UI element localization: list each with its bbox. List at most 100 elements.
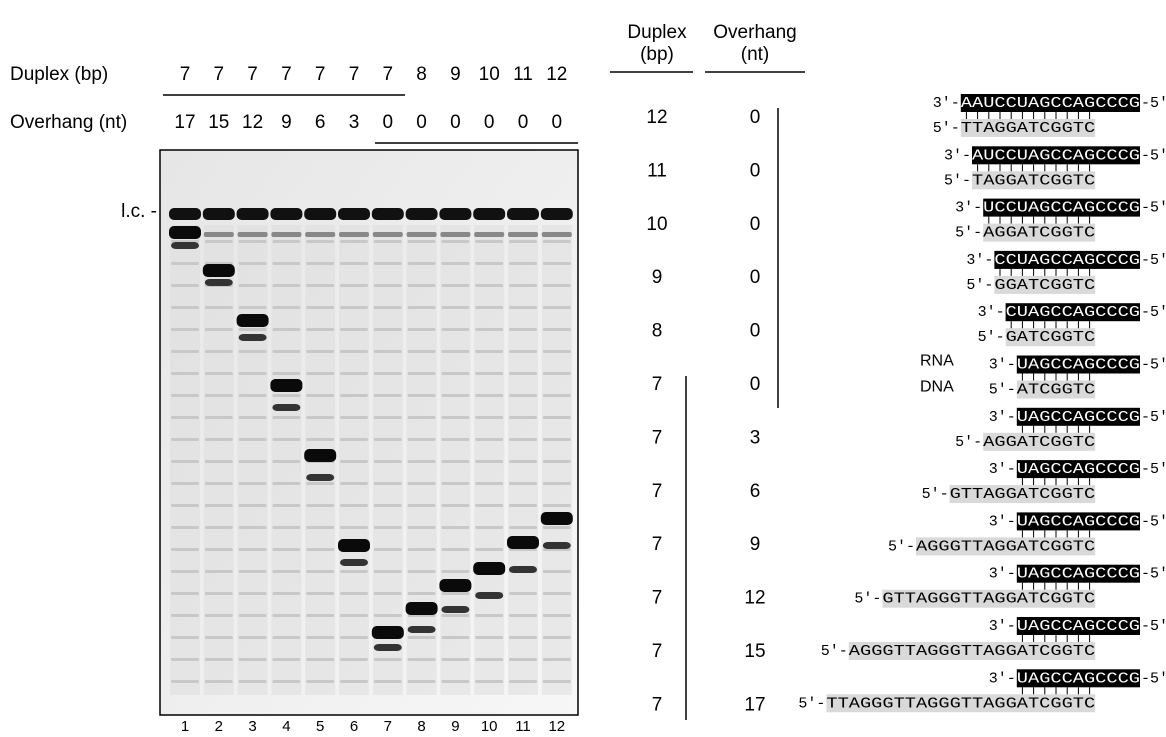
overhang-label: 0 [383, 112, 394, 133]
faint-band [543, 680, 571, 683]
faint-band [340, 262, 368, 265]
faint-band [408, 262, 436, 265]
lc-band [541, 208, 573, 220]
duplex-value: 12 [646, 107, 667, 128]
band [407, 232, 437, 237]
overhang-label: 6 [315, 112, 326, 133]
dna-sequence: TAGGATCGGTC [972, 172, 1095, 189]
faint-band [272, 592, 300, 595]
lane-number: 2 [215, 718, 223, 735]
product-band [374, 644, 402, 651]
product-band [543, 542, 571, 549]
rna-sequence: AUCCUAGCCAGCCCG [972, 147, 1140, 164]
rna-prime: -5' [1141, 252, 1166, 269]
duplex-value: 8 [652, 321, 663, 342]
faint-band [408, 328, 436, 331]
faint-band [171, 394, 199, 397]
faint-band [408, 680, 436, 683]
faint-band [509, 636, 537, 639]
faint-band [509, 482, 537, 485]
product-band [541, 512, 573, 525]
faint-band [171, 438, 199, 441]
faint-band [272, 438, 300, 441]
faint-band [509, 284, 537, 287]
rna-prime: 3'- [989, 409, 1016, 426]
faint-band [374, 306, 402, 309]
faint-band [441, 526, 469, 529]
lc-band [237, 208, 269, 220]
duplex-label: 7 [315, 64, 326, 85]
rna-prime: 3'- [944, 147, 971, 164]
faint-band [272, 614, 300, 617]
dna-sequence: ATCGGTC [1017, 381, 1095, 398]
dna-prime: 5'- [821, 643, 848, 660]
faint-band [408, 372, 436, 375]
faint-band [475, 306, 503, 309]
lc-band [169, 208, 201, 220]
faint-band [408, 636, 436, 639]
lc-band [270, 208, 302, 220]
faint-band [272, 262, 300, 265]
faint-band [408, 416, 436, 419]
faint-band [171, 592, 199, 595]
rna-sequence: UCCUAGCCAGCCCG [983, 200, 1140, 217]
table-header: (bp) [640, 44, 674, 65]
lane-number: 10 [481, 718, 498, 735]
rna-prime: 3'- [989, 566, 1016, 583]
rna-sequence: UAGCCAGCCCG [1017, 618, 1140, 635]
row-label: Duplex (bp) [10, 64, 108, 85]
faint-band [374, 328, 402, 331]
faint-band [509, 592, 537, 595]
faint-band [272, 680, 300, 683]
faint-band [340, 306, 368, 309]
dna-prime: 5'- [798, 695, 825, 712]
faint-band [171, 262, 199, 265]
product-band [340, 559, 368, 566]
faint-band [374, 658, 402, 661]
faint-band [408, 438, 436, 441]
duplex-value: 7 [652, 588, 663, 609]
rna-sequence: UAGCCAGCCCG [1017, 461, 1140, 478]
faint-band [306, 328, 334, 331]
rna-prime: -5' [1141, 356, 1166, 373]
faint-band [340, 658, 368, 661]
table-header: Overhang [713, 22, 796, 43]
faint-band [306, 680, 334, 683]
faint-band [509, 262, 537, 265]
duplex-value: 10 [646, 214, 667, 235]
dna-sequence: TTAGGGTTAGGGTTAGGATCGGTC [826, 695, 1095, 712]
faint-band [205, 240, 233, 243]
dna-sequence: GGATCGGTC [994, 277, 1095, 294]
dna-prime: 5'- [922, 486, 949, 503]
lc-band [304, 208, 336, 220]
faint-band [543, 328, 571, 331]
overhang-label: 9 [281, 112, 292, 133]
faint-band [441, 680, 469, 683]
rna-sequence: UAGCCAGCCCG [1017, 513, 1140, 530]
faint-band [239, 240, 267, 243]
faint-band [441, 592, 469, 595]
faint-band [239, 548, 267, 551]
faint-band [239, 658, 267, 661]
faint-band [509, 460, 537, 463]
faint-band [306, 636, 334, 639]
dna-sequence: AGGATCGGTC [983, 434, 1095, 451]
faint-band [509, 504, 537, 507]
overhang-value: 0 [750, 160, 761, 181]
faint-band [306, 350, 334, 353]
faint-band [441, 438, 469, 441]
faint-band [272, 240, 300, 243]
faint-band [205, 416, 233, 419]
overhang-value: 15 [744, 641, 765, 662]
rna-prime: -5' [1141, 95, 1166, 112]
faint-band [239, 680, 267, 683]
faint-band [306, 658, 334, 661]
product-band [272, 404, 300, 411]
faint-band [306, 504, 334, 507]
product-band [439, 579, 471, 592]
overhang-value: 17 [744, 694, 765, 715]
faint-band [543, 350, 571, 353]
faint-band [306, 284, 334, 287]
lane-number: 8 [417, 718, 425, 735]
faint-band [171, 416, 199, 419]
